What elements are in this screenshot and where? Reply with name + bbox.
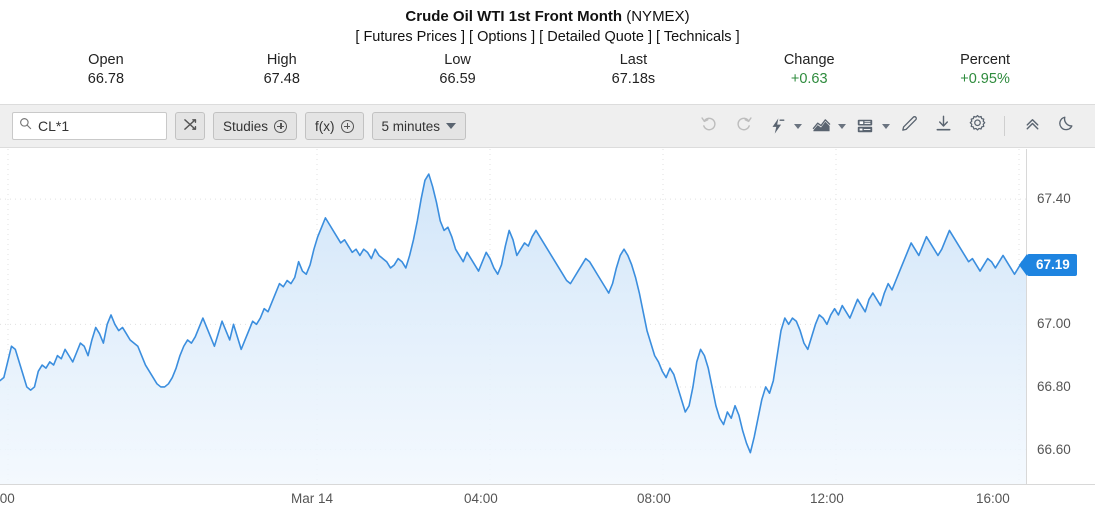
area-chart-icon	[806, 111, 836, 141]
x-axis-label: :00	[0, 491, 15, 506]
stat-value: 66.78	[87, 71, 125, 87]
interval-dropdown[interactable]: 5 minutes	[371, 112, 467, 140]
x-axis-label: 16:00	[976, 491, 1010, 506]
download-icon	[934, 114, 953, 138]
stat-label: Last	[619, 52, 648, 68]
stat-percent: Percent +0.95%	[897, 52, 1073, 89]
page-title: Crude Oil WTI 1st Front Month (NYMEX)	[0, 8, 1095, 26]
moon-icon	[1057, 114, 1076, 138]
chart-container: 67.40 67.00 66.80 66.60 67.19 :00 Mar 14…	[0, 149, 1095, 513]
stat-label: Low	[444, 52, 471, 68]
exchange-name: (NYMEX)	[626, 8, 690, 25]
redo-icon	[734, 114, 753, 138]
studies-label: Studies	[223, 118, 269, 134]
chart-type-dropdown[interactable]	[806, 111, 846, 141]
x-axis-label: 08:00	[637, 491, 671, 506]
toolbar-left-group: CL*1 Studies f(x) 5	[0, 112, 467, 140]
studies-button[interactable]: Studies	[213, 112, 298, 140]
stat-last: Last 67.18s	[545, 52, 721, 89]
undo-icon	[700, 114, 719, 138]
stat-label: Percent	[960, 52, 1011, 68]
download-button[interactable]	[928, 111, 958, 141]
x-axis-label: Mar 14	[291, 491, 334, 506]
panel-layout-icon	[850, 111, 880, 141]
stat-value: 67.18s	[611, 71, 656, 87]
expand-button[interactable]	[1017, 111, 1047, 141]
nav-bracket-open-0: [	[355, 29, 364, 45]
stat-high: High 67.48	[194, 52, 370, 89]
gear-icon	[968, 114, 987, 138]
chevron-down-icon	[446, 123, 457, 129]
chevron-double-up-icon	[1023, 114, 1042, 138]
price-plot[interactable]	[0, 149, 1027, 485]
nav-link-options[interactable]: Options	[477, 29, 528, 45]
nav-bracket-open-3: [	[656, 29, 664, 45]
y-axis-label: 67.00	[1037, 316, 1071, 332]
stat-value: +0.63	[790, 71, 828, 87]
nav-bracket-close-0: ]	[456, 29, 465, 45]
nav-link-technicals[interactable]: Technicals	[663, 29, 732, 45]
chevron-down-icon	[838, 123, 846, 129]
settings-button[interactable]	[962, 111, 992, 141]
price-line	[0, 173, 1027, 454]
vertical-gridlines	[7, 149, 1020, 484]
interval-label: 5 minutes	[381, 118, 441, 134]
price-area-fill	[0, 174, 1026, 485]
stat-low: Low 66.59	[370, 52, 546, 89]
fx-label: f(x)	[315, 118, 335, 134]
stat-change: Change +0.63	[721, 52, 897, 89]
compare-arrows-icon	[183, 117, 198, 135]
y-axis-label: 66.60	[1037, 441, 1071, 457]
events-dropdown[interactable]	[762, 111, 802, 141]
stat-value: +0.95%	[960, 71, 1010, 87]
chart-toolbar: CL*1 Studies f(x) 5	[0, 104, 1095, 148]
x-axis: :00 Mar 14 04:00 08:00 12:00 16:00	[0, 484, 1095, 513]
stat-label: High	[266, 52, 297, 68]
quote-stats: Open 66.78 High 67.48 Low 66.59 Last 67.…	[0, 52, 1095, 89]
draw-tools-button[interactable]	[894, 111, 924, 141]
y-axis: 67.40 67.00 66.80 66.60 67.19	[1019, 149, 1095, 484]
x-axis-label: 04:00	[464, 491, 498, 506]
functions-button[interactable]: f(x)	[305, 112, 364, 140]
theme-toggle-button[interactable]	[1051, 111, 1081, 141]
chevron-down-icon	[794, 123, 802, 129]
toolbar-right-group	[694, 111, 1095, 141]
symbol-search-value: CL*1	[38, 118, 70, 134]
search-icon	[19, 117, 32, 135]
symbol-name: Crude Oil WTI 1st Front Month	[405, 8, 623, 25]
chevron-down-icon	[882, 123, 890, 129]
stat-value: 67.48	[263, 71, 300, 87]
nav-bracket-close-1: ]	[527, 29, 536, 45]
toolbar-divider	[1004, 116, 1005, 136]
add-circle-icon	[340, 119, 354, 133]
undo-button[interactable]	[694, 111, 724, 141]
quote-nav: [ Futures Prices ] [ Options ] [ Detaile…	[0, 27, 1095, 47]
nav-link-futures-prices[interactable]: Futures Prices	[363, 29, 457, 45]
stat-label: Change	[783, 52, 835, 68]
stat-value: 66.59	[439, 71, 476, 87]
redo-button[interactable]	[728, 111, 758, 141]
nav-bracket-open-1: [	[469, 29, 478, 45]
price-area-chart	[0, 149, 1027, 485]
nav-bracket-open-2: [	[539, 29, 548, 45]
symbol-search-input[interactable]: CL*1	[12, 112, 167, 140]
nav-bracket-close-3: ]	[731, 29, 740, 45]
pencil-icon	[900, 114, 919, 138]
quote-header: Crude Oil WTI 1st Front Month (NYMEX) [ …	[0, 0, 1095, 47]
stat-open: Open 66.78	[18, 52, 194, 89]
add-circle-icon	[274, 119, 288, 133]
last-price-tag: 67.19	[1019, 253, 1077, 276]
layout-dropdown[interactable]	[850, 111, 890, 141]
y-axis-label: 67.40	[1037, 191, 1071, 207]
y-axis-label: 66.80	[1037, 378, 1071, 394]
nav-link-detailed-quote[interactable]: Detailed Quote	[547, 29, 644, 45]
stat-label: Open	[88, 52, 124, 68]
x-axis-label: 12:00	[810, 491, 844, 506]
lightning-icon	[762, 111, 792, 141]
compare-symbols-button[interactable]	[175, 112, 205, 140]
nav-bracket-close-2: ]	[643, 29, 653, 45]
